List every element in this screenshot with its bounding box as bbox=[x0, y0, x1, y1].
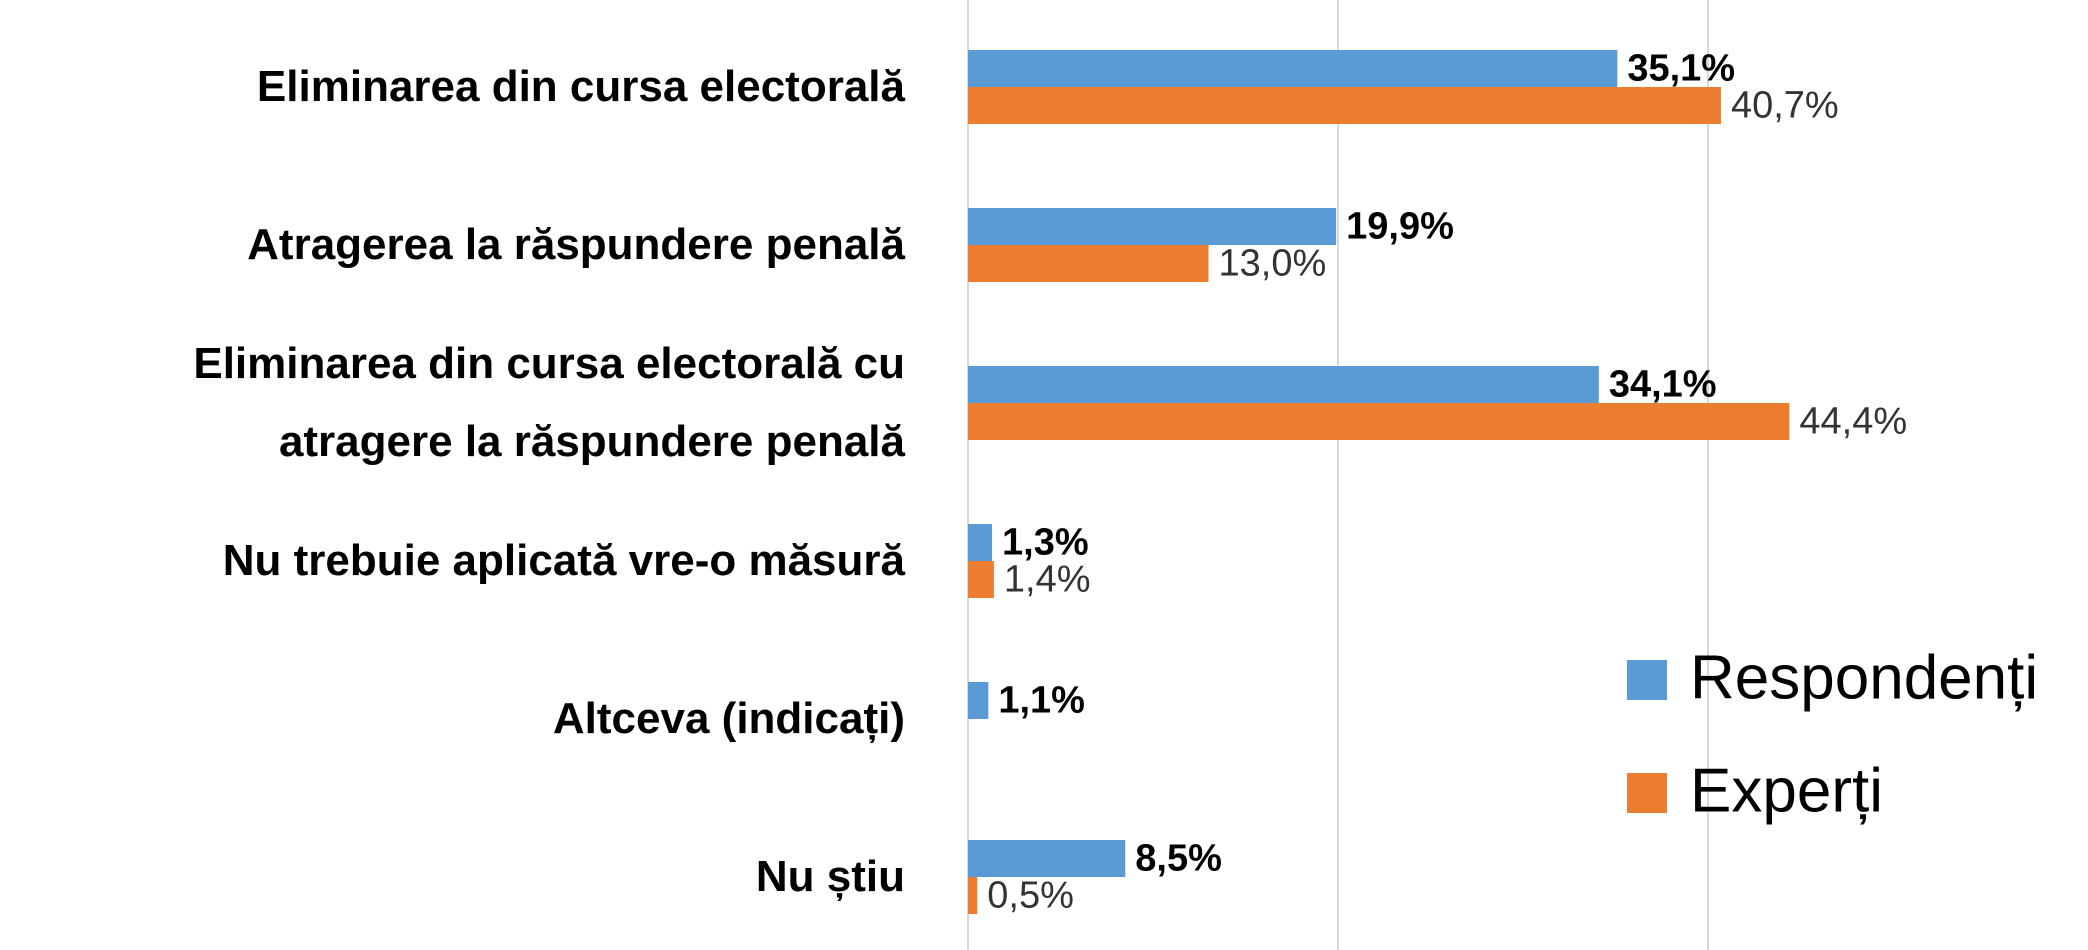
bar bbox=[968, 877, 978, 914]
value-label: 19,9% bbox=[1346, 206, 1454, 248]
value-label: 35,1% bbox=[1627, 48, 1735, 90]
value-label: 1,3% bbox=[1002, 522, 1089, 564]
category-label: Eliminarea din cursa electorală cu atrag… bbox=[193, 339, 905, 466]
value-label: 34,1% bbox=[1609, 364, 1717, 406]
category-label: Altceva (indicați) bbox=[552, 694, 905, 743]
value-label: 8,5% bbox=[1135, 838, 1222, 880]
category-label: Nu trebuie aplicată vre-o măsură bbox=[222, 536, 905, 585]
bar bbox=[968, 208, 1337, 245]
legend-swatch bbox=[1627, 660, 1667, 700]
category-label: Eliminarea din cursa electorală bbox=[256, 62, 905, 111]
value-label: 40,7% bbox=[1731, 85, 1839, 127]
legend-swatch bbox=[1627, 773, 1667, 813]
bar bbox=[968, 561, 994, 598]
value-label: 1,1% bbox=[998, 680, 1085, 722]
value-label: 1,4% bbox=[1004, 559, 1091, 601]
value-label: 44,4% bbox=[1799, 401, 1907, 443]
category-label: Nu știu bbox=[755, 852, 905, 901]
bar bbox=[968, 403, 1790, 440]
bar bbox=[968, 50, 1618, 87]
bar bbox=[968, 87, 1721, 124]
value-label: 13,0% bbox=[1219, 243, 1327, 285]
category-label: Atragerea la răspundere penală bbox=[247, 220, 905, 269]
bar bbox=[968, 682, 989, 719]
bar bbox=[968, 366, 1599, 403]
bar bbox=[968, 840, 1126, 877]
bar bbox=[968, 245, 1209, 282]
legend-label: Experți bbox=[1690, 756, 1883, 825]
legend-label: Respondenți bbox=[1690, 643, 2038, 712]
value-label: 0,5% bbox=[987, 875, 1074, 917]
bar bbox=[968, 524, 993, 561]
